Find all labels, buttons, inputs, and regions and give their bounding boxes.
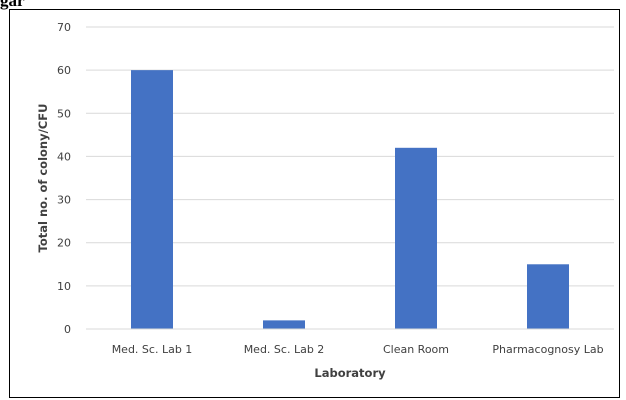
y-axis-title: Total no. of colony/CFU (36, 104, 50, 253)
bar-2 (395, 147, 437, 329)
x-tick-label: Clean Room (383, 343, 449, 356)
y-tick-label: 30 (57, 194, 71, 207)
chart-frame (9, 9, 620, 398)
x-axis-title: Laboratory (314, 366, 386, 380)
y-tick-label: 0 (64, 323, 71, 336)
bar-3 (527, 264, 569, 329)
y-tick-label: 50 (57, 107, 71, 120)
y-tick-label: 40 (57, 150, 71, 163)
header-fragment-text: gar (0, 0, 25, 10)
y-tick-label: 10 (57, 280, 71, 293)
x-axis-ticks: Med. Sc. Lab 1 Med. Sc. Lab 2 Clean Room Ph… (112, 343, 604, 356)
x-tick-label: Med. Sc. Lab 2 (244, 343, 325, 356)
y-tick-label: 60 (57, 64, 71, 77)
y-tick-label: 20 (57, 237, 71, 250)
gridlines (86, 26, 614, 287)
y-tick-label: 70 (57, 21, 71, 34)
bars (131, 70, 569, 330)
bar-0 (131, 70, 173, 330)
bar-1 (263, 320, 305, 329)
x-tick-label: Med. Sc. Lab 1 (112, 343, 193, 356)
y-axis-ticks: 0 10 20 30 40 50 60 70 (57, 21, 71, 336)
x-tick-label: Pharmacognosy Lab (492, 343, 603, 356)
